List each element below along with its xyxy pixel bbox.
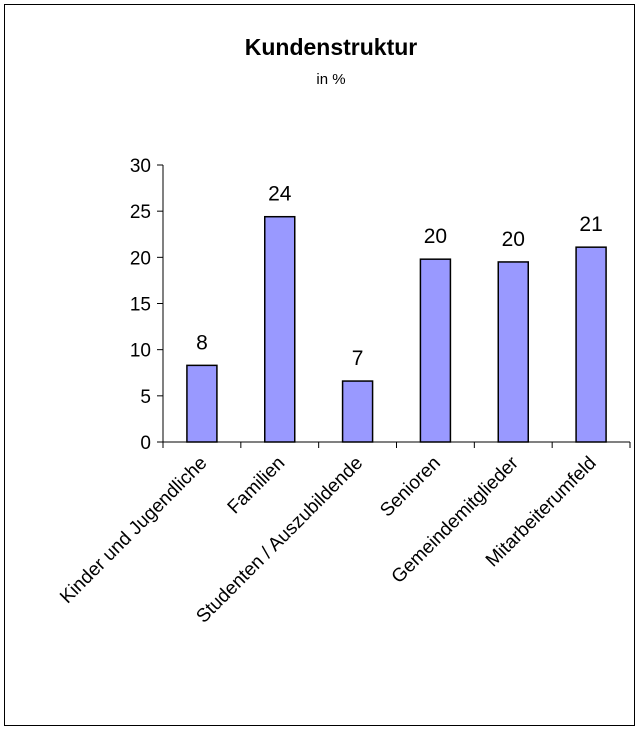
y-tick-label: 0 xyxy=(140,433,151,454)
chart-title: Kundenstruktur xyxy=(245,34,418,60)
category-label: Senioren xyxy=(376,453,445,522)
bar-value-label: 20 xyxy=(424,225,447,248)
y-tick-label: 20 xyxy=(130,248,151,269)
category-label: Kinder und Jugendliche xyxy=(56,453,211,608)
bar xyxy=(497,261,529,443)
bars xyxy=(186,215,607,443)
y-tick-label: 10 xyxy=(130,341,151,362)
bar-value-label: 8 xyxy=(196,331,208,354)
category-label: Studenten / Auszubildende xyxy=(192,453,367,628)
bar xyxy=(186,364,218,443)
bar-value-label: 20 xyxy=(502,228,525,251)
chart-subtitle: in % xyxy=(316,71,345,88)
chart-frame xyxy=(4,4,635,726)
bar xyxy=(264,215,296,443)
y-tick-label: 30 xyxy=(130,156,151,177)
y-tick-label: 15 xyxy=(130,295,151,316)
data-labels: 8 24 7 20 20 21 xyxy=(196,183,603,370)
bar xyxy=(575,246,607,443)
category-label: Familien xyxy=(224,453,290,519)
y-tick-label: 25 xyxy=(130,202,151,223)
bar-value-label: 24 xyxy=(268,183,292,206)
category-label: Gemeindemitglieder xyxy=(388,452,524,588)
bar xyxy=(419,258,452,443)
bar xyxy=(341,380,374,443)
bar-value-label: 21 xyxy=(579,213,602,236)
y-tick-label: 5 xyxy=(140,387,151,408)
bar-value-label: 7 xyxy=(352,347,364,370)
category-labels: Kinder und Jugendliche FamilienStudenten … xyxy=(56,452,600,627)
axes: 0 5 10 15 20 25 30 xyxy=(130,156,631,454)
